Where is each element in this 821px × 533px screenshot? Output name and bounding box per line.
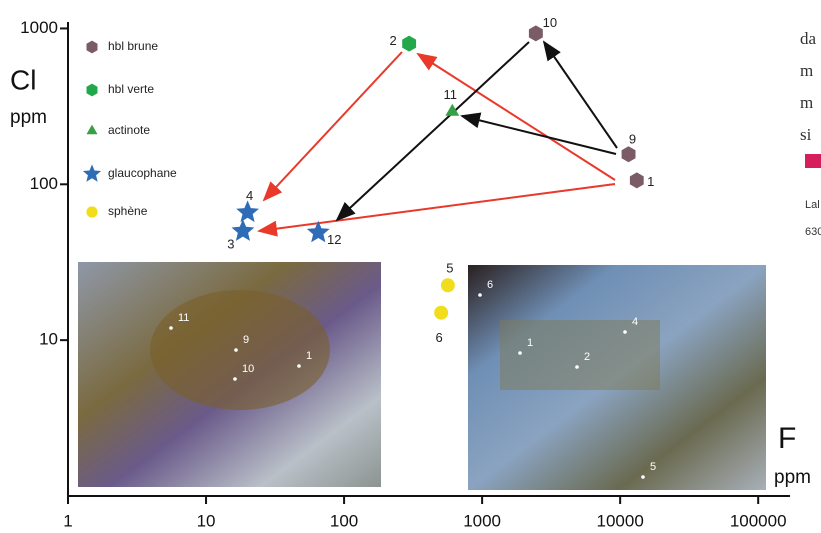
photo-dot (623, 330, 627, 334)
x-tick-label: 100 (330, 511, 358, 530)
photo-dot (234, 348, 238, 352)
photo-label: 4 (632, 316, 638, 328)
photo-dot (297, 364, 301, 368)
photo-dot (641, 475, 645, 479)
side-text: m (800, 93, 813, 112)
y-tick-label: 10 (39, 330, 58, 349)
photo-label: 5 (650, 461, 656, 473)
point-label: 9 (629, 132, 636, 147)
point-label: 5 (446, 261, 453, 276)
photo-dot (518, 351, 522, 355)
photo-dot (169, 326, 173, 330)
photo-label: 11 (178, 312, 189, 324)
side-text: si (800, 125, 812, 144)
point (529, 25, 543, 41)
side-text: da (800, 29, 817, 48)
arrow (337, 42, 529, 220)
legend-marker (87, 84, 98, 97)
legend-label: sphène (108, 204, 148, 218)
legend-marker (86, 206, 97, 217)
point (622, 146, 636, 162)
point-label: 3 (227, 237, 234, 252)
point-label: 11 (444, 87, 458, 102)
y-axis-label: Cl (10, 64, 36, 95)
y-axis-unit: ppm (10, 107, 47, 128)
point-label: 2 (390, 33, 397, 48)
x-tick-label: 1000 (463, 511, 501, 530)
point (236, 200, 259, 222)
side-text: m (800, 61, 813, 80)
point (441, 278, 455, 292)
point-label: 10 (543, 15, 557, 30)
side-text: 630 (805, 226, 821, 238)
legend-marker (87, 125, 98, 135)
legend-label: actinote (108, 123, 150, 137)
legend-marker (83, 164, 101, 181)
x-tick-label: 10 (197, 511, 216, 530)
legend-label: hbl brune (108, 39, 158, 53)
arrow (462, 116, 616, 154)
side-text: Lal (805, 199, 820, 211)
photo-detail (150, 290, 330, 410)
point-label: 1 (647, 174, 654, 189)
chart: 1 10 100 1000 10000 100000 10 100 1000 Cl ppm Fppm h… (0, 0, 821, 533)
photo-dot (478, 293, 482, 297)
y-tick-label: 100 (30, 174, 58, 193)
arrows (259, 42, 617, 231)
point-label: 12 (327, 232, 341, 247)
point-label: 6 (436, 330, 443, 345)
x-axis-unit: ppm (774, 467, 811, 488)
legend-label: hbl verte (108, 82, 154, 96)
photo-label: 1 (527, 337, 533, 349)
point-label: 4 (246, 188, 253, 203)
photo-dot (575, 365, 579, 369)
legend-label: glaucophane (108, 166, 177, 180)
point (232, 219, 255, 241)
legend-marker (87, 41, 98, 54)
point (434, 306, 448, 320)
x-tick-label: 1 (63, 511, 72, 530)
arrow (544, 42, 617, 148)
point (402, 36, 416, 52)
x-axis-label: F (778, 422, 796, 455)
y-tick-label: 1000 (20, 18, 58, 37)
arrow (259, 184, 615, 231)
photo-label: 6 (487, 279, 493, 291)
photo-label: 9 (243, 334, 249, 346)
x-tick-label: 10000 (597, 511, 644, 530)
photo-detail (500, 320, 660, 390)
photo-label: 10 (242, 363, 254, 375)
photo-label: 2 (584, 351, 590, 363)
photo-label: 1 (306, 350, 312, 362)
point (630, 172, 644, 188)
x-tick-label: 100000 (730, 511, 787, 530)
photo-dot (233, 377, 237, 381)
side-marker (805, 154, 821, 168)
